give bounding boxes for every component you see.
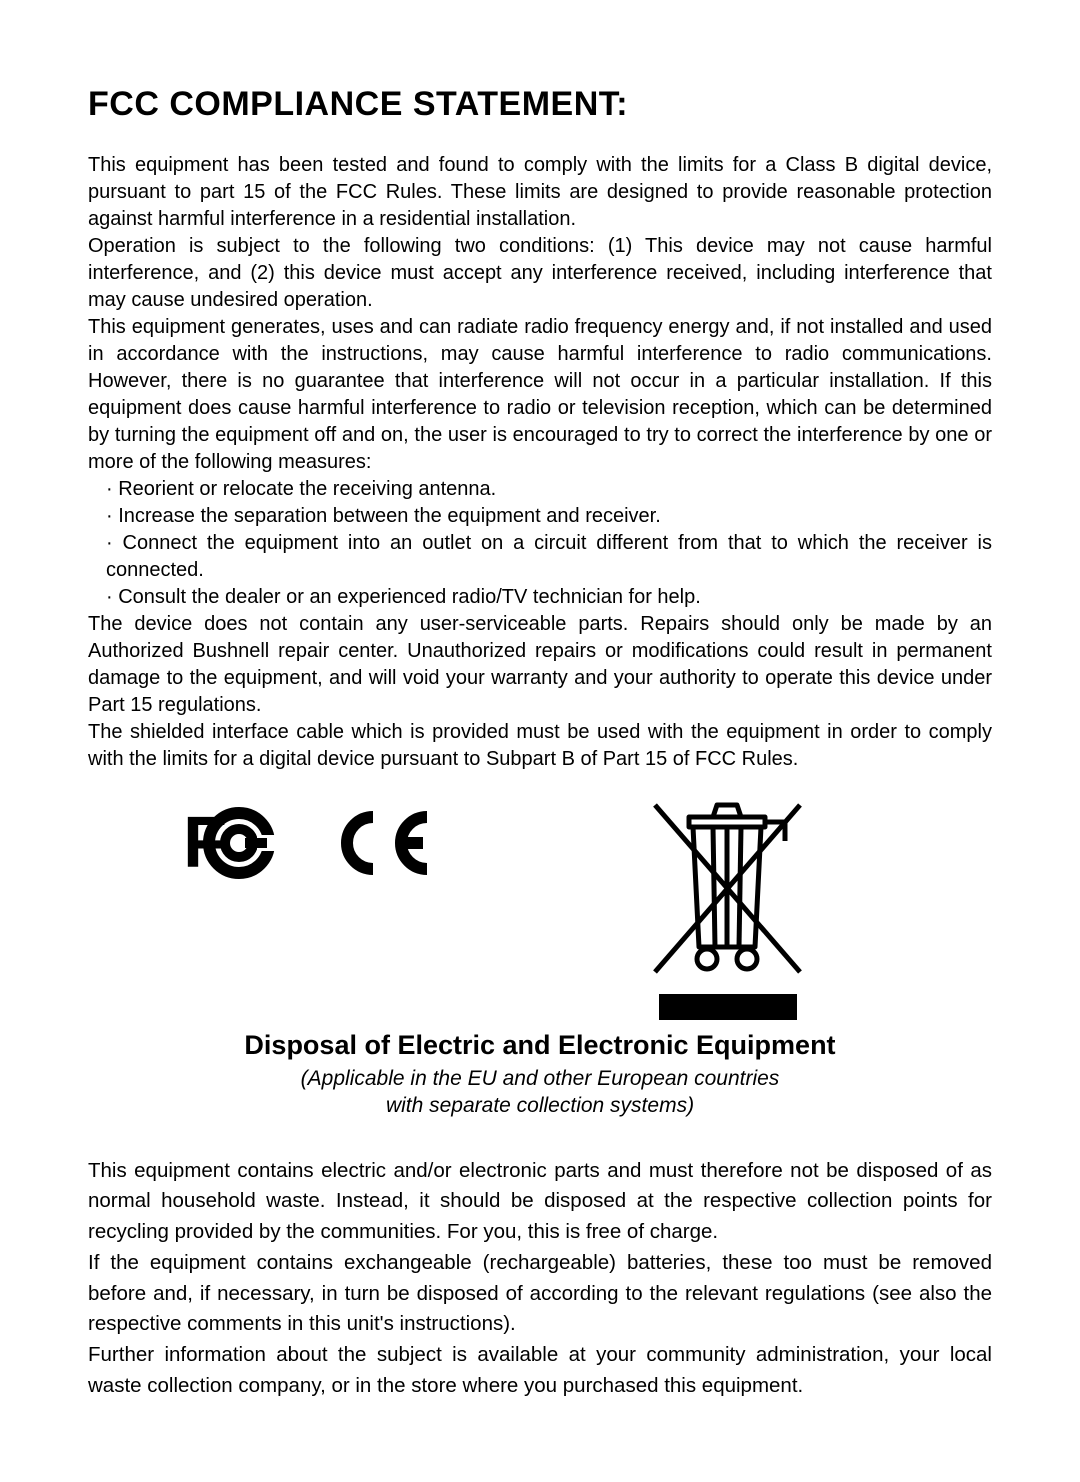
disposal-sub-line1: (Applicable in the EU and other European… xyxy=(301,1067,780,1090)
disposal-title: Disposal of Electric and Electronic Equi… xyxy=(88,1030,992,1061)
fcc-icon: F xyxy=(183,807,293,879)
weee-group xyxy=(635,797,820,1020)
bullet-item: · Connect the equipment into an outlet o… xyxy=(106,530,992,584)
disposal-paragraph-3: Further information about the subject is… xyxy=(88,1340,992,1402)
paragraph-4: The device does not contain any user-ser… xyxy=(88,611,992,719)
weee-bin-icon xyxy=(635,797,820,982)
fcc-ce-logos: F xyxy=(183,807,435,879)
disposal-subtitle: (Applicable in the EU and other European… xyxy=(88,1065,992,1120)
weee-bar xyxy=(659,994,797,1020)
paragraph-1: This equipment has been tested and found… xyxy=(88,152,992,233)
paragraph-2: Operation is subject to the following tw… xyxy=(88,233,992,314)
bullet-item: · Increase the separation between the eq… xyxy=(106,503,992,530)
ce-icon xyxy=(325,809,435,877)
logo-row: F xyxy=(88,797,992,1020)
paragraph-5: The shielded interface cable which is pr… xyxy=(88,719,992,773)
bullet-list: · Reorient or relocate the receiving ant… xyxy=(88,476,992,611)
page-title: FCC COMPLIANCE STATEMENT: xyxy=(88,85,992,124)
paragraph-3: This equipment generates, uses and can r… xyxy=(88,314,992,476)
disposal-sub-line2: with separate collection systems) xyxy=(386,1094,694,1117)
bullet-item: · Reorient or relocate the receiving ant… xyxy=(106,476,992,503)
disposal-paragraph-1: This equipment contains electric and/or … xyxy=(88,1156,992,1248)
disposal-paragraph-2: If the equipment contains exchangeable (… xyxy=(88,1248,992,1340)
bullet-item: · Consult the dealer or an experienced r… xyxy=(106,584,992,611)
